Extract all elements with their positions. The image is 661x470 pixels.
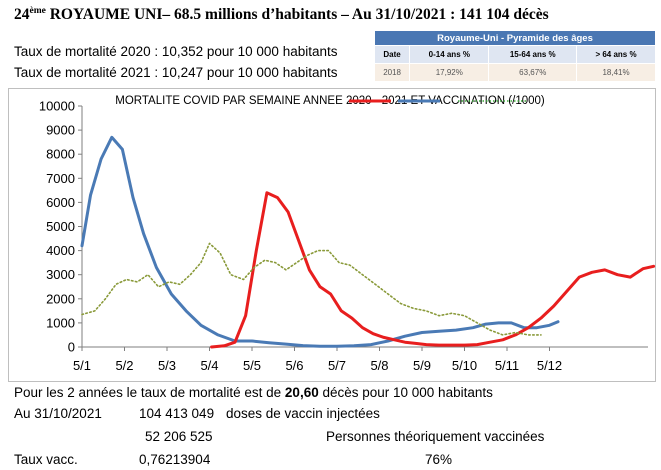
series-line-3 — [81, 242, 542, 336]
x-tick-label: 5/9 — [413, 358, 431, 373]
mortality-rate-2021: Taux de mortalité 2021 : 10,247 pour 10 … — [14, 65, 338, 80]
vacc-rate-value: 0,76213904 — [139, 452, 211, 467]
persons-value: 52 206 525 — [145, 429, 213, 444]
x-tick-label: 5/11 — [495, 358, 519, 373]
x-tick-label: 5/4 — [200, 358, 218, 373]
pyramid-caption: Royaume-Uni - Pyramide des âges — [374, 30, 656, 46]
y-tick-label: 0 — [68, 340, 75, 355]
page-title: 24ème ROYAUME UNI– 68.5 millions d’habit… — [14, 6, 549, 24]
series-line-2 — [210, 191, 656, 349]
x-tick-label: 5/10 — [452, 358, 477, 373]
pyramid-cell-15-64: 63,67% — [488, 63, 578, 82]
rank-suffix: ème — [29, 6, 46, 16]
y-tick-label: 10000 — [39, 99, 75, 114]
y-tick-label: 5000 — [46, 219, 75, 234]
pyramid-cell-0-14: 17,92% — [409, 63, 490, 82]
y-tick-label: 7000 — [46, 171, 75, 186]
x-tick-label: 5/8 — [370, 358, 388, 373]
y-tick-label: 6000 — [46, 195, 75, 210]
doses-label: doses de vaccin injectées — [226, 406, 380, 421]
summary-line: Pour les 2 années le taux de mortalité e… — [14, 385, 493, 400]
x-tick-label: 5/1 — [73, 358, 91, 373]
chart-title: MORTALITE COVID PAR SEMAINE ANNEE 2020 -… — [115, 95, 545, 107]
date-label: Au 31/10/2021 — [14, 406, 102, 421]
pyramid-col-date: Date — [373, 45, 411, 64]
y-tick-label: 3000 — [46, 267, 75, 282]
vacc-rate-pct: 76% — [425, 452, 453, 467]
y-tick-label: 2000 — [46, 291, 75, 306]
x-tick-label: 5/12 — [537, 358, 562, 373]
x-tick-label: 5/5 — [243, 358, 261, 373]
age-pyramid-table: Royaume-Uni - Pyramide des âges Date 0-1… — [373, 30, 656, 82]
title-text: ROYAUME UNI– 68.5 millions d’habitants –… — [45, 6, 549, 23]
pyramid-cell-64plus: 18,41% — [576, 63, 656, 82]
chart-frame — [8, 88, 656, 382]
persons-label: Personnes théoriquement vaccinées — [326, 429, 545, 444]
pyramid-col-0-14: 0-14 ans % — [409, 45, 490, 64]
vacc-rate-label: Taux vacc. — [14, 452, 78, 467]
series-line-1 — [80, 135, 560, 348]
y-tick-label: 9000 — [46, 123, 75, 138]
rank-number: 24 — [14, 6, 30, 23]
y-tick-label: 1000 — [46, 315, 75, 330]
pyramid-cell-date: 2018 — [373, 63, 411, 82]
x-tick-label: 5/3 — [158, 358, 176, 373]
x-tick-label: 5/2 — [115, 358, 133, 373]
pyramid-col-64plus: > 64 ans % — [576, 45, 656, 64]
x-tick-label: 5/6 — [285, 358, 303, 373]
y-tick-label: 8000 — [46, 147, 75, 162]
summary-text-c: décès pour 10 000 habitants — [318, 385, 493, 400]
mortality-rate-2020: Taux de mortalité 2020 : 10,352 pour 10 … — [14, 44, 338, 59]
summary-rate: 20,60 — [284, 385, 319, 400]
x-tick-label: 5/7 — [328, 358, 346, 373]
doses-value: 104 413 049 — [139, 406, 215, 421]
summary-text-a: Pour les 2 années le taux de mortalité e… — [14, 385, 285, 400]
y-tick-label: 4000 — [46, 243, 75, 258]
